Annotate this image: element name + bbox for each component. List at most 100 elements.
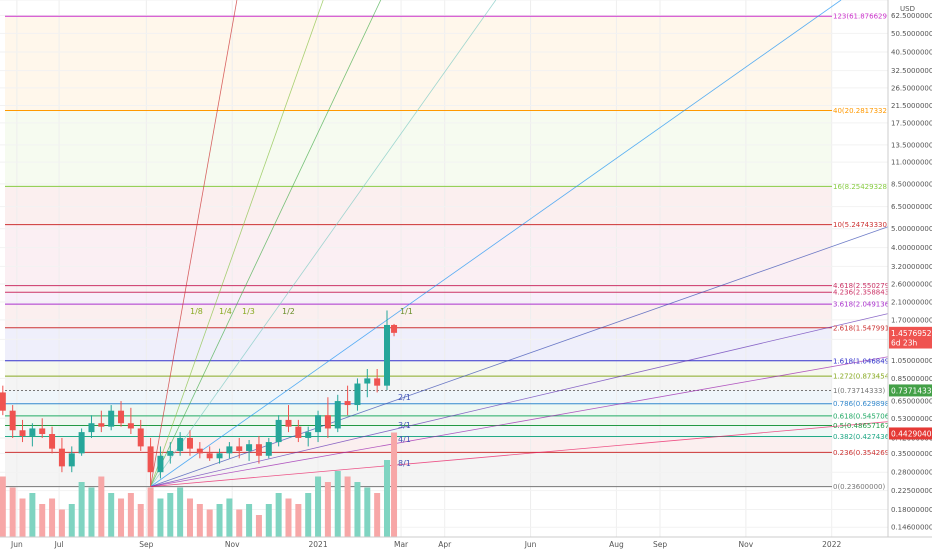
price-tick-label: 21.50000000 bbox=[891, 102, 932, 110]
fib-level-label: 4.618(2.55027990) bbox=[833, 282, 901, 290]
fib-level-label: 1(0.73714333) bbox=[833, 387, 885, 395]
volume-bar bbox=[167, 493, 174, 537]
price-tag bbox=[889, 326, 932, 339]
time-axis[interactable]: Jun Jul Sep Nov 2021 Mar Apr Jun Aug Sep Nov 2022 bbox=[0, 536, 932, 549]
price-tick-label: 1.05000000 bbox=[891, 357, 932, 365]
fib-band bbox=[5, 285, 832, 293]
price-tick-label: 26.50000000 bbox=[891, 84, 932, 92]
volume-bar bbox=[29, 493, 36, 537]
price-tick-label: 2.10000000 bbox=[891, 299, 932, 307]
candle-body bbox=[384, 324, 391, 386]
candle-body bbox=[344, 401, 351, 406]
volume-bar bbox=[226, 498, 233, 537]
volume-bar bbox=[39, 504, 46, 537]
price-tick-label: 1.70000000 bbox=[891, 316, 932, 324]
price-tag-label: 1.45769520 bbox=[891, 329, 932, 338]
volume-bar bbox=[49, 498, 56, 537]
volume-bar bbox=[334, 471, 341, 537]
candle-body bbox=[334, 401, 341, 429]
fib-level-label: 10(5.24743330) bbox=[833, 221, 890, 229]
gann-fan-label: 3/1 bbox=[398, 421, 411, 430]
candle-body bbox=[295, 426, 302, 438]
volume-bar bbox=[315, 476, 322, 537]
price-tick-label: 8.50000000 bbox=[891, 180, 932, 188]
volume-bar bbox=[285, 498, 292, 537]
price-tick-label: 0.65000000 bbox=[891, 398, 932, 406]
time-tick-label: 2022 bbox=[822, 540, 841, 549]
candle-body bbox=[9, 410, 16, 431]
fib-level-label: 0.236(0.35426983) bbox=[833, 449, 901, 457]
candle-body bbox=[315, 415, 322, 433]
fib-band bbox=[5, 327, 832, 361]
fib-band bbox=[5, 186, 832, 225]
candle-body bbox=[364, 378, 371, 384]
price-axis-bg bbox=[888, 0, 932, 550]
candle-body bbox=[186, 437, 193, 449]
currency-label: USD bbox=[900, 5, 915, 13]
volume-bar bbox=[344, 476, 351, 537]
gann-fan-label: 1/4 bbox=[219, 307, 232, 316]
candle-body bbox=[137, 428, 144, 447]
price-tag bbox=[889, 427, 932, 440]
candle-body bbox=[196, 448, 203, 454]
gann-fan-line bbox=[150, 313, 889, 488]
fib-band bbox=[5, 16, 832, 111]
price-tick-label: 0.53000000 bbox=[891, 415, 932, 423]
fib-level-label: 3.618(2.04913657) bbox=[833, 301, 901, 309]
fib-level-label: 2.618(1.54799124) bbox=[833, 324, 901, 332]
price-tick-label: 6.50000000 bbox=[891, 203, 932, 211]
volume-bar bbox=[196, 504, 203, 537]
price-tick-label: 11.00000000 bbox=[891, 159, 932, 167]
gann-fan-line bbox=[150, 0, 324, 487]
fib-level-label: 0.382(0.42743676) bbox=[833, 433, 901, 441]
price-tick-label: 3.20000000 bbox=[891, 263, 932, 271]
time-tick-label: Nov bbox=[739, 540, 754, 549]
time-tick-label: Nov bbox=[225, 540, 240, 549]
candle-body bbox=[374, 378, 381, 386]
candle-body bbox=[98, 423, 105, 427]
fib-level-label: 0.786(0.62989866) bbox=[833, 400, 901, 408]
gann-fan-label: 4/1 bbox=[398, 435, 411, 444]
gann-fan-line bbox=[150, 0, 382, 487]
price-tick-label: 5.00000000 bbox=[891, 225, 932, 233]
fib-level-label: 1.618(1.04684991) bbox=[833, 357, 901, 365]
volume-bar bbox=[265, 504, 272, 537]
fib-band bbox=[5, 110, 832, 187]
volume-bar bbox=[186, 498, 193, 537]
gann-fan-layer: 1/8 1/4 1/3 1/2 1/1 2/1 3/1 4/1 8/1 bbox=[150, 0, 889, 488]
fib-labels-layer: 123(61.87662959) 40(20.28173320) 16(8.2542… bbox=[833, 13, 901, 491]
time-tick-label: 2021 bbox=[309, 540, 328, 549]
volume-bar bbox=[354, 482, 361, 537]
candle-body bbox=[68, 453, 75, 467]
volume-bar bbox=[108, 493, 115, 537]
volume-bar bbox=[216, 504, 223, 537]
volume-layer bbox=[0, 432, 398, 537]
candle-body bbox=[275, 419, 282, 443]
volume-bar bbox=[364, 487, 371, 537]
gann-fan-line bbox=[150, 356, 889, 488]
fib-level-label: 123(61.87662959) bbox=[833, 13, 899, 21]
candle-body bbox=[305, 432, 312, 438]
gann-fan-line bbox=[150, 0, 238, 487]
volume-bar bbox=[58, 509, 65, 537]
candle-body bbox=[49, 434, 56, 449]
candle-body bbox=[78, 432, 85, 454]
volume-bar bbox=[98, 476, 105, 537]
gann-fan-label: 2/1 bbox=[398, 393, 411, 402]
volume-bar bbox=[9, 487, 16, 537]
candle-body bbox=[157, 455, 164, 473]
volume-bar bbox=[305, 493, 312, 537]
gann-fan-line bbox=[150, 421, 889, 488]
volume-bar bbox=[137, 504, 144, 537]
fib-level-label: 1.272(0.87345452) bbox=[833, 373, 901, 381]
price-tick-label: 17.50000000 bbox=[891, 119, 932, 127]
volume-bar bbox=[391, 432, 398, 537]
fib-band bbox=[5, 436, 832, 453]
candle-body bbox=[127, 423, 134, 429]
price-tick-label: 0.18000000 bbox=[891, 506, 932, 514]
volume-bar bbox=[118, 498, 125, 537]
